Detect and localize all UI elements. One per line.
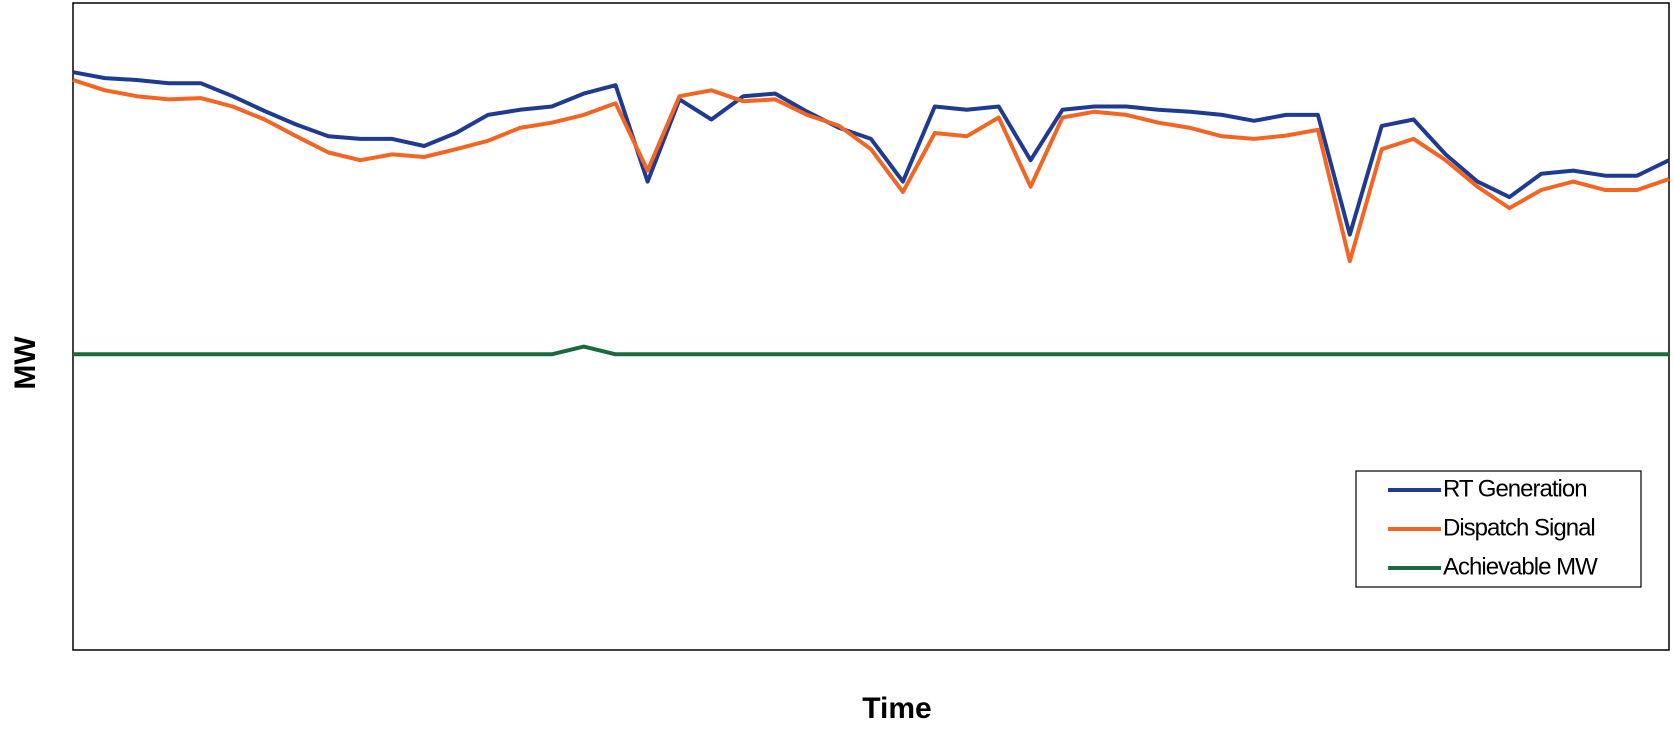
legend-label: Achievable MW <box>1443 553 1598 580</box>
series-line <box>72 78 1670 264</box>
x-axis-label: Time <box>862 692 931 725</box>
series-line <box>73 344 1669 357</box>
legend-label: Dispatch Signal <box>1443 514 1595 541</box>
y-axis-label: MW <box>9 336 42 390</box>
series-line <box>72 70 1670 237</box>
legend-label: RT Generation <box>1443 475 1587 502</box>
plot-frame <box>72 2 1670 651</box>
